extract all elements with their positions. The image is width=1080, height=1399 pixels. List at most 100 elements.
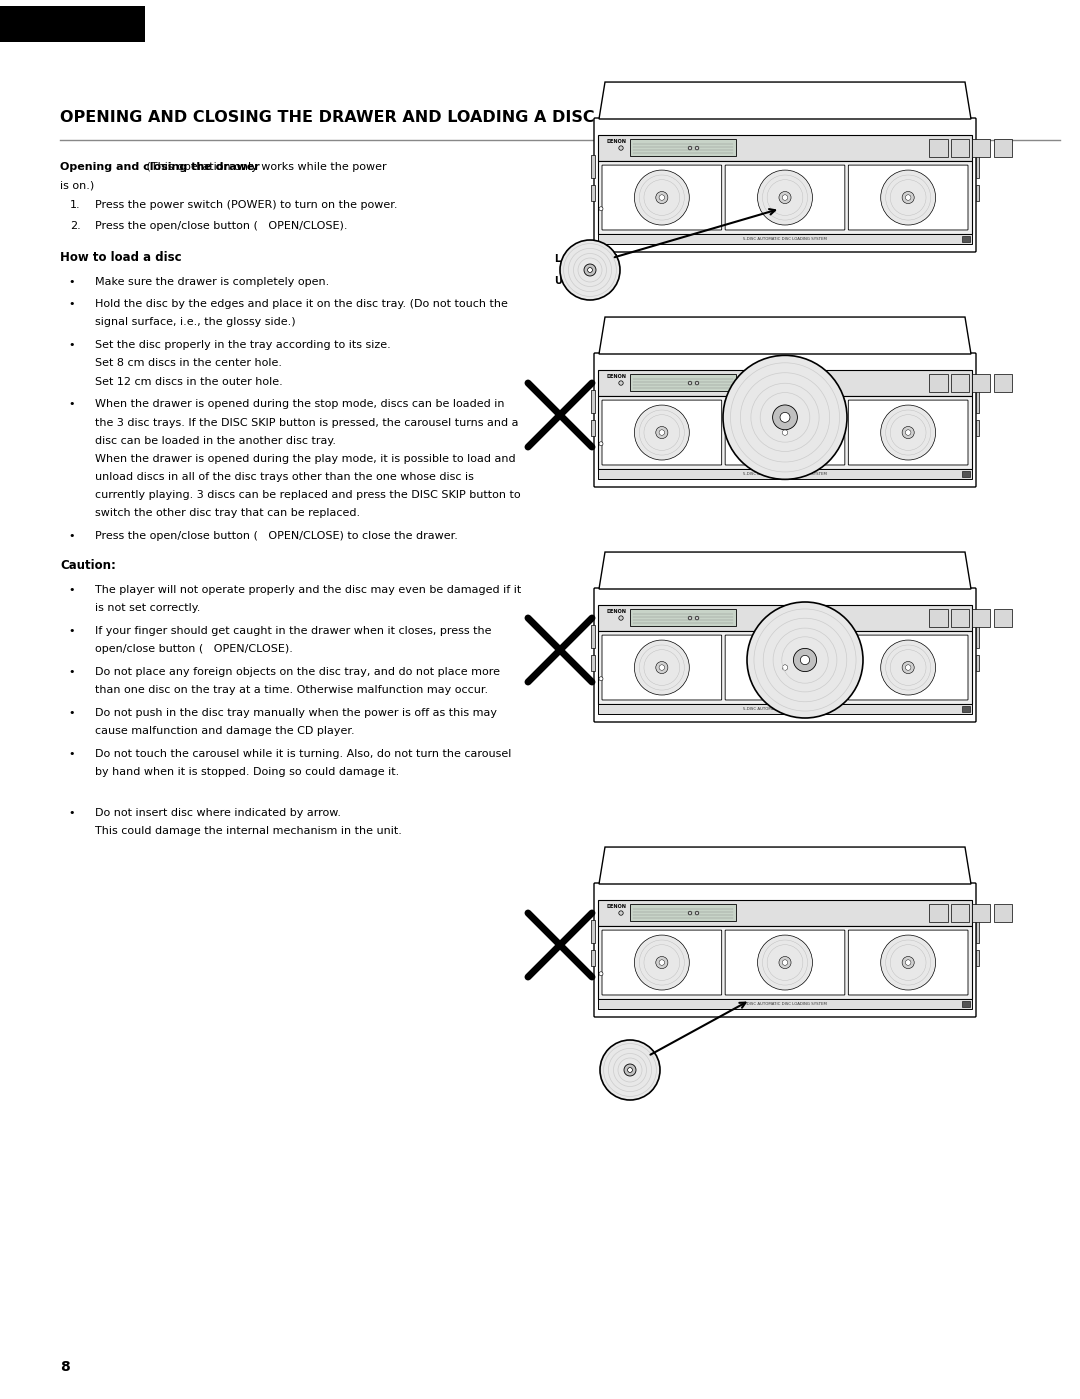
Text: •: • <box>68 807 75 817</box>
Bar <box>975 919 978 943</box>
Text: DENON: DENON <box>607 139 627 144</box>
Bar <box>950 139 969 157</box>
Circle shape <box>905 429 910 435</box>
Bar <box>598 469 972 480</box>
FancyBboxPatch shape <box>602 930 721 995</box>
Circle shape <box>696 382 699 385</box>
FancyBboxPatch shape <box>594 883 976 1017</box>
Circle shape <box>696 147 699 150</box>
Circle shape <box>757 935 812 990</box>
Circle shape <box>696 616 699 620</box>
Circle shape <box>656 662 667 673</box>
Circle shape <box>600 1039 660 1100</box>
Bar <box>630 904 737 922</box>
Text: Make sure the drawer is completely open.: Make sure the drawer is completely open. <box>95 277 329 287</box>
Bar <box>598 234 972 245</box>
Text: Set 8 cm discs in the center hole.: Set 8 cm discs in the center hole. <box>95 358 282 368</box>
Circle shape <box>688 616 692 620</box>
Polygon shape <box>599 846 971 884</box>
Bar <box>630 610 737 627</box>
Circle shape <box>757 171 812 225</box>
Circle shape <box>634 406 689 460</box>
Bar <box>598 999 972 1010</box>
Text: •: • <box>68 277 75 287</box>
Text: (This operation only works while the power: (This operation only works while the pow… <box>143 162 387 172</box>
Circle shape <box>656 957 667 968</box>
Circle shape <box>656 427 667 438</box>
Bar <box>962 1000 970 1007</box>
Bar <box>975 155 978 179</box>
Text: •: • <box>68 708 75 718</box>
Circle shape <box>627 1067 633 1073</box>
Bar <box>975 950 978 965</box>
Text: Do not insert disc where indicated by arrow.: Do not insert disc where indicated by ar… <box>95 807 341 817</box>
Circle shape <box>902 662 914 673</box>
Text: signal surface, i.e., the glossy side.): signal surface, i.e., the glossy side.) <box>95 318 296 327</box>
Circle shape <box>880 406 935 460</box>
Text: by hand when it is stopped. Doing so could damage it.: by hand when it is stopped. Doing so cou… <box>95 767 400 776</box>
Bar <box>930 139 947 157</box>
Text: 5-DISC AUTOMATIC DISC LOADING SYSTEM: 5-DISC AUTOMATIC DISC LOADING SYSTEM <box>743 236 827 241</box>
FancyBboxPatch shape <box>602 165 721 229</box>
Circle shape <box>599 972 603 975</box>
Circle shape <box>688 382 692 385</box>
Text: 5-DISC AUTOMATIC DISC LOADING SYSTEM: 5-DISC AUTOMATIC DISC LOADING SYSTEM <box>743 1002 827 1006</box>
Text: than one disc on the tray at a time. Otherwise malfunction may occur.: than one disc on the tray at a time. Oth… <box>95 686 488 695</box>
Bar <box>972 374 990 392</box>
Bar <box>994 139 1012 157</box>
FancyBboxPatch shape <box>602 635 721 700</box>
FancyBboxPatch shape <box>848 400 968 464</box>
Circle shape <box>634 171 689 225</box>
Circle shape <box>880 935 935 990</box>
FancyBboxPatch shape <box>725 930 845 995</box>
Circle shape <box>659 194 664 200</box>
FancyBboxPatch shape <box>602 400 721 464</box>
Text: This could damage the internal mechanism in the unit.: This could damage the internal mechanism… <box>95 825 402 835</box>
Bar <box>598 604 972 631</box>
Circle shape <box>561 241 620 299</box>
Circle shape <box>584 264 596 276</box>
Circle shape <box>902 957 914 968</box>
Text: •: • <box>68 585 75 595</box>
Bar <box>598 926 972 999</box>
Bar <box>630 140 737 157</box>
Bar <box>962 236 970 242</box>
Text: •: • <box>68 625 75 635</box>
Bar <box>975 390 978 413</box>
Circle shape <box>905 665 910 670</box>
Bar <box>592 950 595 965</box>
Bar <box>930 609 947 627</box>
Bar <box>994 904 1012 922</box>
Bar <box>975 624 978 648</box>
Bar <box>598 396 972 469</box>
Text: •: • <box>68 532 75 541</box>
Text: disc can be loaded in the another disc tray.: disc can be loaded in the another disc t… <box>95 435 336 446</box>
Circle shape <box>619 145 623 150</box>
Circle shape <box>902 427 914 438</box>
Text: unload discs in all of the disc trays other than the one whose disc is: unload discs in all of the disc trays ot… <box>95 471 474 483</box>
Bar <box>994 374 1012 392</box>
Circle shape <box>659 429 664 435</box>
Circle shape <box>779 957 791 968</box>
Circle shape <box>782 429 787 435</box>
Text: UP WARD: UP WARD <box>555 264 607 285</box>
Circle shape <box>624 1065 636 1076</box>
Text: is not set correctly.: is not set correctly. <box>95 603 201 613</box>
Bar <box>598 134 972 161</box>
Circle shape <box>747 602 863 718</box>
Bar <box>592 624 595 648</box>
Polygon shape <box>599 83 971 119</box>
Text: Hold the disc by the edges and place it on the disc tray. (Do not touch the: Hold the disc by the edges and place it … <box>95 299 508 309</box>
Text: 2.: 2. <box>70 221 81 231</box>
Text: switch the other disc tray that can be replaced.: switch the other disc tray that can be r… <box>95 508 360 519</box>
Text: Set the disc properly in the tray according to its size.: Set the disc properly in the tray accord… <box>95 340 391 350</box>
Bar <box>592 420 595 436</box>
Circle shape <box>782 194 787 200</box>
Text: How to load a disc: How to load a disc <box>60 250 181 264</box>
FancyBboxPatch shape <box>725 400 845 464</box>
Text: •: • <box>68 340 75 350</box>
Circle shape <box>659 960 664 965</box>
Bar <box>962 706 970 712</box>
Circle shape <box>619 911 623 915</box>
Circle shape <box>905 960 910 965</box>
